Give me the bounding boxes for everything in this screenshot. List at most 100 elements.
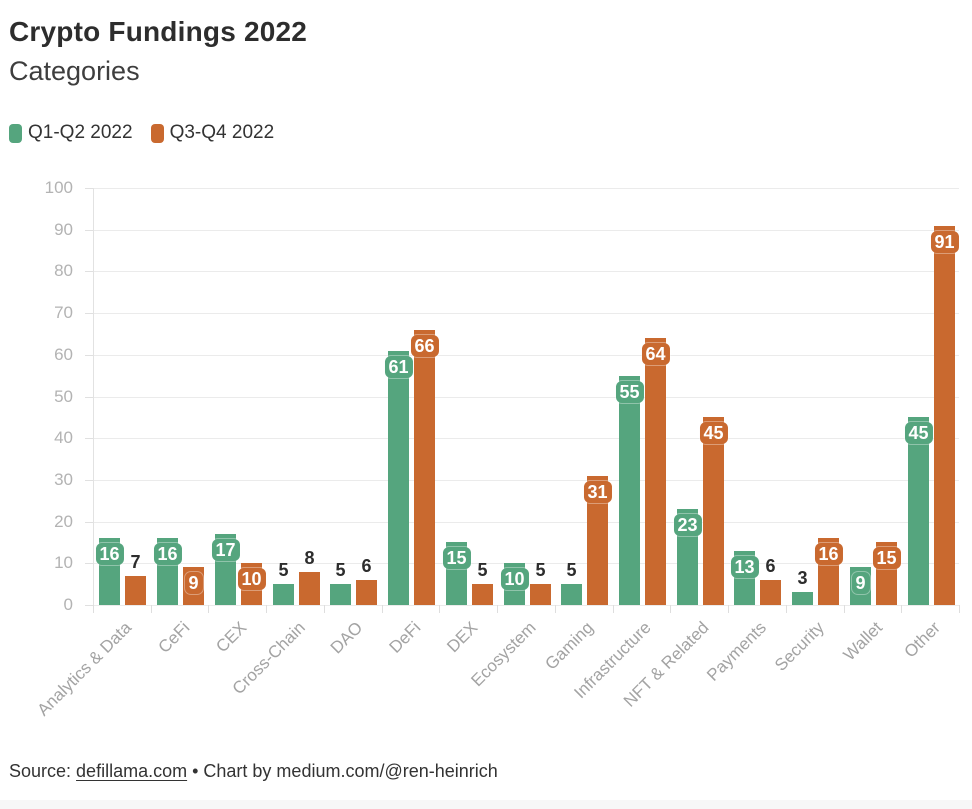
bar-q3-q4-2022-wallet[interactable]: 15 (872, 542, 901, 605)
bar-q3-q4-2022-analytics-data[interactable]: 7 (125, 552, 146, 605)
bar-q3-q4-2022-dao[interactable]: 6 (356, 556, 377, 605)
gridline-y-100 (94, 188, 959, 189)
y-tick-label-80: 80 (54, 261, 73, 281)
bar-q1-q2-2022-security[interactable]: 3 (792, 568, 813, 605)
x-tick-mark-7 (497, 605, 499, 613)
bar-q1-q2-2022-gaming[interactable]: 5 (561, 560, 582, 605)
gridline-y-90 (94, 229, 959, 231)
x-tick-mark-9 (612, 605, 614, 613)
bar-value-q3-q4-2022-other: 91 (930, 231, 959, 253)
bar-q3-q4-2022-nft-related[interactable]: 45 (699, 417, 728, 605)
bar-q1-q2-2022-cefi[interactable]: 16 (153, 538, 182, 605)
x-tick-mark-8 (554, 605, 556, 613)
bar-value-q1-q2-2022-analytics-data: 16 (95, 543, 124, 565)
y-tick-mark-20 (85, 521, 93, 523)
bar-q1-q2-2022-ecosystem[interactable]: 10 (500, 563, 529, 605)
bar-q3-q4-2022-cex[interactable]: 10 (237, 563, 266, 605)
bar-q1-q2-2022-analytics-data[interactable]: 16 (95, 538, 124, 605)
bar-q3-q4-2022-payments[interactable]: 6 (760, 556, 781, 605)
gridline-y-40 (94, 438, 959, 440)
y-tick-label-50: 50 (54, 386, 73, 406)
bar-q1-q2-2022-other[interactable]: 45 (904, 417, 933, 605)
bar-q1-q2-2022-payments[interactable]: 13 (730, 551, 759, 605)
bar-value-q3-q4-2022-cex: 10 (237, 568, 266, 590)
bar-value-q1-q2-2022-security: 3 (797, 568, 808, 588)
bar-q3-q4-2022-gaming[interactable]: 31 (583, 476, 612, 605)
x-tick-mark-14 (901, 605, 903, 613)
bar-q1-q2-2022-cross-chain[interactable]: 5 (273, 560, 294, 605)
y-tick-label-40: 40 (54, 428, 73, 448)
x-category-label-wallet: Wallet (839, 618, 886, 665)
chart-subtitle: Categories (9, 56, 140, 86)
y-tick-mark-60 (85, 354, 93, 356)
chart-credit: Chart by medium.com/@ren-heinrich (203, 761, 498, 781)
legend-swatch-q3q4 (150, 123, 164, 143)
bar-q1-q2-2022-dao[interactable]: 5 (330, 560, 351, 605)
x-tick-mark-4 (323, 605, 325, 613)
y-tick-mark-0 (85, 605, 93, 606)
bar-value-q3-q4-2022-gaming: 31 (583, 481, 612, 503)
gridline-y-30 (94, 479, 959, 481)
bar-q1-q2-2022-infrastructure[interactable]: 55 (615, 376, 644, 605)
bar-value-q1-q2-2022-nft-related: 23 (673, 514, 702, 536)
bar-value-q1-q2-2022-other: 45 (904, 422, 933, 444)
x-tick-mark-5 (381, 605, 383, 613)
gridline-y-0 (94, 605, 959, 606)
bar-value-q1-q2-2022-infrastructure: 55 (615, 381, 644, 403)
y-tick-mark-80 (85, 271, 93, 273)
x-tick-mark-3 (266, 605, 268, 613)
bar-q3-q4-2022-defi[interactable]: 66 (410, 330, 439, 605)
bar-value-q3-q4-2022-analytics-data: 7 (130, 552, 141, 572)
bar-value-q1-q2-2022-ecosystem: 10 (500, 568, 529, 590)
bar-value-q1-q2-2022-wallet: 9 (851, 572, 870, 594)
chart-title: Crypto Fundings 2022 (9, 16, 308, 47)
bar-q1-q2-2022-dex[interactable]: 15 (442, 542, 471, 605)
y-tick-label-30: 30 (54, 469, 73, 489)
bar-q1-q2-2022-cex[interactable]: 17 (211, 534, 240, 605)
bar-value-q3-q4-2022-defi: 66 (410, 335, 439, 357)
bar-q3-q4-2022-infrastructure[interactable]: 64 (641, 338, 670, 605)
bar-q1-q2-2022-defi[interactable]: 61 (384, 351, 413, 605)
y-tick-mark-10 (85, 563, 93, 565)
bottom-band (0, 800, 972, 809)
bar-q3-q4-2022-other[interactable]: 91 (930, 226, 959, 605)
x-category-label-defi: DeFi (385, 618, 424, 657)
bar-q3-q4-2022-cross-chain[interactable]: 8 (299, 548, 320, 605)
legend-item-q1q2: Q1-Q2 2022 (9, 122, 133, 144)
x-tick-mark-12 (785, 605, 787, 613)
x-tick-mark-6 (439, 605, 441, 613)
bar-q1-q2-2022-nft-related[interactable]: 23 (673, 509, 702, 605)
bar-value-q1-q2-2022-cross-chain: 5 (278, 560, 289, 580)
y-tick-label-10: 10 (54, 553, 73, 573)
source-prefix: Source: (9, 761, 77, 781)
y-tick-mark-40 (85, 438, 93, 440)
y-tick-mark-50 (85, 396, 93, 398)
bar-q3-q4-2022-ecosystem[interactable]: 5 (530, 560, 551, 605)
bar-q1-q2-2022-wallet[interactable]: 9 (850, 567, 871, 605)
x-tick-mark-15 (959, 605, 960, 613)
bar-q3-q4-2022-cefi[interactable]: 9 (183, 567, 204, 605)
bar-value-q1-q2-2022-defi: 61 (384, 356, 413, 378)
x-category-label-other: Other (900, 618, 944, 662)
bar-q3-q4-2022-dex[interactable]: 5 (472, 560, 493, 605)
bar-value-q1-q2-2022-gaming: 5 (566, 560, 577, 580)
bar-value-q3-q4-2022-payments: 6 (765, 556, 776, 576)
source-separator: • (187, 761, 204, 781)
legend-label-q3q4: Q3-Q4 2022 (169, 122, 275, 143)
gridline-y-10 (94, 563, 959, 565)
bar-value-q3-q4-2022-ecosystem: 5 (535, 560, 546, 580)
y-tick-label-0: 0 (63, 595, 73, 614)
bar-q3-q4-2022-security[interactable]: 16 (814, 538, 843, 605)
plot-area: 16 7 16 9 17 10 5 8 5 6 61 66 15 5 10 5 5 31 55 64 23 45 13 6 3 1… (93, 188, 959, 606)
bar-value-q1-q2-2022-cex: 17 (211, 539, 240, 561)
legend-item-q3q4: Q3-Q4 2022 (150, 122, 275, 144)
gridline-y-60 (94, 354, 959, 356)
gridline-y-80 (94, 271, 959, 273)
source-link[interactable]: defillama.com (76, 761, 188, 781)
x-tick-mark-11 (728, 605, 730, 613)
x-tick-mark-1 (150, 605, 152, 613)
legend-swatch-q1q2 (9, 123, 22, 143)
gridline-y-50 (94, 396, 959, 398)
y-tick-label-100: 100 (44, 178, 73, 197)
